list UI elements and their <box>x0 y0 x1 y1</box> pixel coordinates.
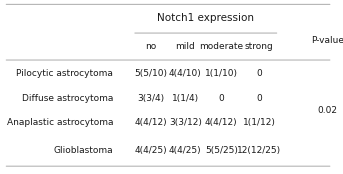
Text: 0.02: 0.02 <box>318 106 338 115</box>
Text: strong: strong <box>245 42 273 51</box>
Text: 0: 0 <box>256 69 262 78</box>
Text: 5(5/25): 5(5/25) <box>205 146 238 155</box>
Text: 1(1/12): 1(1/12) <box>243 118 275 127</box>
Text: no: no <box>145 42 156 51</box>
Text: 1(1/10): 1(1/10) <box>205 69 238 78</box>
Text: 3(3/12): 3(3/12) <box>169 118 202 127</box>
Text: 4(4/12): 4(4/12) <box>205 118 238 127</box>
Text: 3(3/4): 3(3/4) <box>137 94 165 103</box>
Text: Notch1 expression: Notch1 expression <box>157 13 254 23</box>
Text: 4(4/12): 4(4/12) <box>134 118 167 127</box>
Text: 4(4/10): 4(4/10) <box>169 69 202 78</box>
Text: mild: mild <box>175 42 195 51</box>
Text: 4(4/25): 4(4/25) <box>169 146 202 155</box>
Text: 0: 0 <box>218 94 224 103</box>
Text: 0: 0 <box>256 94 262 103</box>
Text: 4(4/25): 4(4/25) <box>134 146 167 155</box>
Text: 1(1/4): 1(1/4) <box>172 94 199 103</box>
Text: Anaplastic astrocytoma: Anaplastic astrocytoma <box>7 118 113 127</box>
Text: moderate: moderate <box>199 42 243 51</box>
Text: Glioblastoma: Glioblastoma <box>54 146 113 155</box>
Text: Diffuse astrocytoma: Diffuse astrocytoma <box>22 94 113 103</box>
Text: 12(12/25): 12(12/25) <box>237 146 281 155</box>
Text: P-value: P-value <box>311 36 343 45</box>
Text: 5(5/10): 5(5/10) <box>134 69 167 78</box>
Text: Pilocytic astrocytoma: Pilocytic astrocytoma <box>16 69 113 78</box>
